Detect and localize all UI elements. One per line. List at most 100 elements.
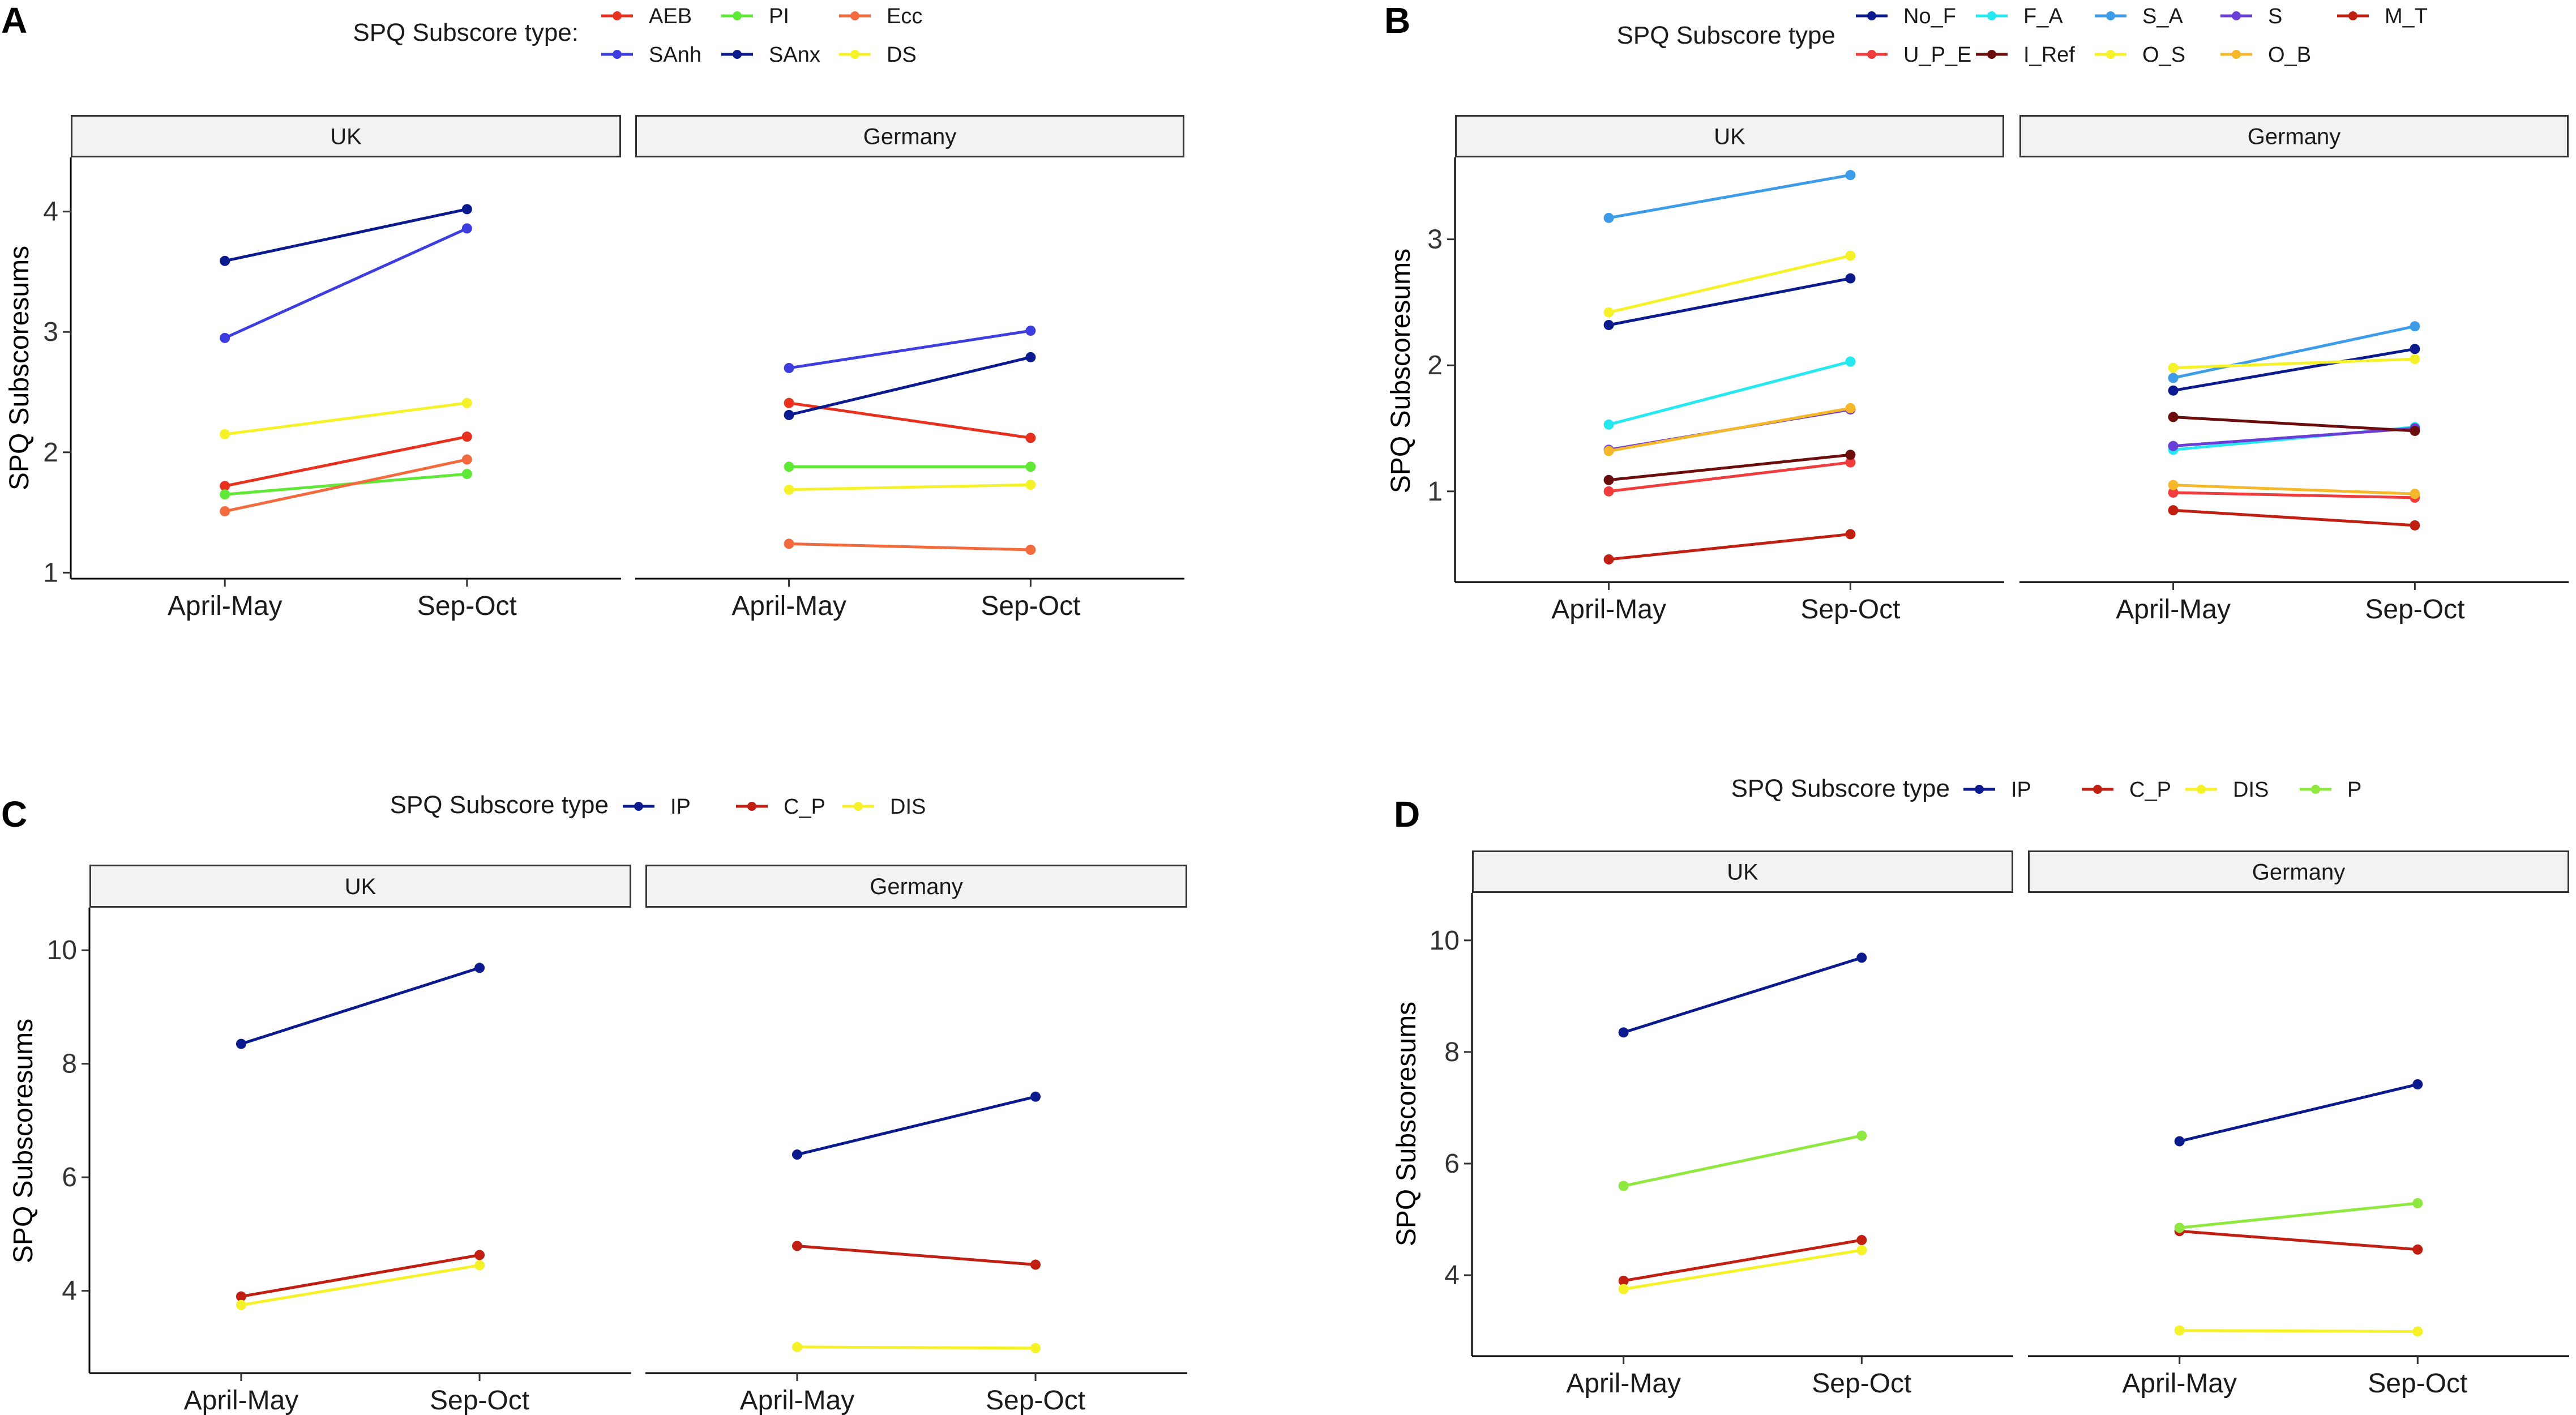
series-m-t [1603, 529, 1856, 565]
legend-label: IP [670, 795, 691, 819]
data-point [1603, 446, 1614, 456]
legend-item-aeb: AEB [601, 5, 692, 28]
x-tick-label: Sep-Oct [981, 591, 1080, 621]
legend-key-point [634, 802, 643, 811]
y-axis-label: SPQ Subscoresums [5, 246, 35, 490]
data-point [791, 1341, 802, 1352]
facet-strip-label: Germany [863, 125, 957, 149]
data-point [1603, 486, 1614, 497]
series-dis [1618, 1245, 1867, 1294]
x-tick-label: Sep-Oct [1800, 595, 1900, 625]
legend-item-s: S [2220, 5, 2282, 28]
data-point [1025, 480, 1036, 490]
series-line [1608, 254, 1851, 314]
data-point [1603, 554, 1614, 565]
data-point [1845, 356, 1856, 367]
series-o-s [2168, 354, 2420, 373]
data-point [1856, 1245, 1867, 1255]
legend-item-sanx: SAnx [721, 43, 820, 67]
legend-item-ip: IP [1963, 778, 2031, 802]
legend-key-point [2232, 50, 2241, 59]
data-point [1845, 450, 1856, 460]
legend-item-sanh: SAnh [601, 43, 701, 67]
data-point [236, 1291, 246, 1302]
legend-label: S [2268, 5, 2282, 28]
data-point [474, 963, 485, 973]
data-point [2412, 1079, 2423, 1090]
data-point [1030, 1343, 1041, 1353]
legend-key-point [1987, 50, 1996, 59]
y-tick-label: 2 [43, 438, 58, 468]
series-c-p [236, 1250, 485, 1302]
series-ip [1618, 952, 1867, 1038]
data-point [791, 1149, 802, 1160]
legend-item-m-t: M_T [2337, 5, 2428, 28]
legend-item-no-f: No_F [1856, 5, 1956, 28]
data-point [784, 397, 794, 408]
series-u-p-e [1603, 457, 1856, 497]
data-point [2174, 1222, 2185, 1233]
data-point [1618, 1275, 1629, 1286]
data-point [2168, 373, 2179, 383]
facet-germany: Germany April-May Sep-Oct [635, 115, 1184, 621]
legend-key-point [747, 802, 756, 811]
series-c-p [2174, 1226, 2423, 1255]
data-point [1603, 307, 1614, 318]
data-point [784, 484, 794, 495]
series-ip [236, 963, 485, 1049]
legend-item-dis: DIS [842, 795, 926, 819]
data-point [461, 469, 472, 480]
y-axis-label: SPQ Subscoresums [8, 1019, 38, 1263]
x-tick-label: April-May [2122, 1369, 2237, 1399]
data-point [1845, 250, 1856, 261]
legend-key-point [2197, 785, 2206, 794]
data-point [461, 223, 472, 234]
facet-strip [645, 865, 1187, 908]
x-tick-label: April-May [184, 1386, 299, 1415]
data-point [1845, 273, 1856, 284]
series-ip [791, 1091, 1041, 1160]
data-point [1603, 419, 1614, 430]
series-sanx [220, 204, 472, 266]
y-tick-label: 1 [1427, 477, 1443, 507]
series-no-f [2168, 344, 2420, 396]
legend-label: DS [887, 43, 917, 67]
data-point [1618, 1027, 1629, 1038]
data-point [1030, 1091, 1041, 1102]
series-line [789, 329, 1031, 370]
data-point [461, 204, 472, 215]
series-line [224, 435, 468, 488]
series-line [2173, 415, 2415, 433]
facet-strip [1455, 115, 2004, 157]
facet-strip-label: Germany [870, 874, 963, 899]
legend-key-point [2093, 785, 2102, 794]
data-point [2168, 480, 2179, 490]
series-line [1608, 453, 1851, 482]
legend-key-point [733, 50, 742, 59]
panel-b: B SPQ Subscore type No_F F_A S_A S M_T U_P_E I_R… [1384, 0, 2569, 625]
series-line [2179, 1083, 2418, 1143]
legend-label: I_Ref [2023, 43, 2075, 67]
data-point [1025, 433, 1036, 443]
series-line [1623, 1134, 1862, 1187]
data-point [1025, 544, 1036, 555]
series-line [1608, 360, 1851, 426]
legend-label: F_A [2023, 5, 2063, 28]
legend-label: IP [2011, 778, 2031, 802]
series-line [1623, 1249, 1862, 1291]
panel-letter: C [1, 794, 27, 835]
legend-key-point [613, 11, 622, 20]
facet-strip-label: UK [1714, 125, 1745, 149]
legend-item-s-a: S_A [2095, 5, 2183, 28]
series-s-a [2168, 321, 2420, 383]
x-tick-label: Sep-Oct [2368, 1369, 2467, 1399]
legend-key-point [1975, 785, 1984, 794]
y-tick-label: 4 [1444, 1260, 1460, 1290]
series-c-p [791, 1241, 1041, 1270]
y-tick-label: 8 [62, 1049, 77, 1079]
y-tick-label: 10 [1430, 926, 1460, 956]
y-tick-label: 1 [43, 558, 58, 588]
data-point [1025, 352, 1036, 362]
data-point [1030, 1259, 1041, 1270]
legend-key-point [850, 11, 859, 20]
